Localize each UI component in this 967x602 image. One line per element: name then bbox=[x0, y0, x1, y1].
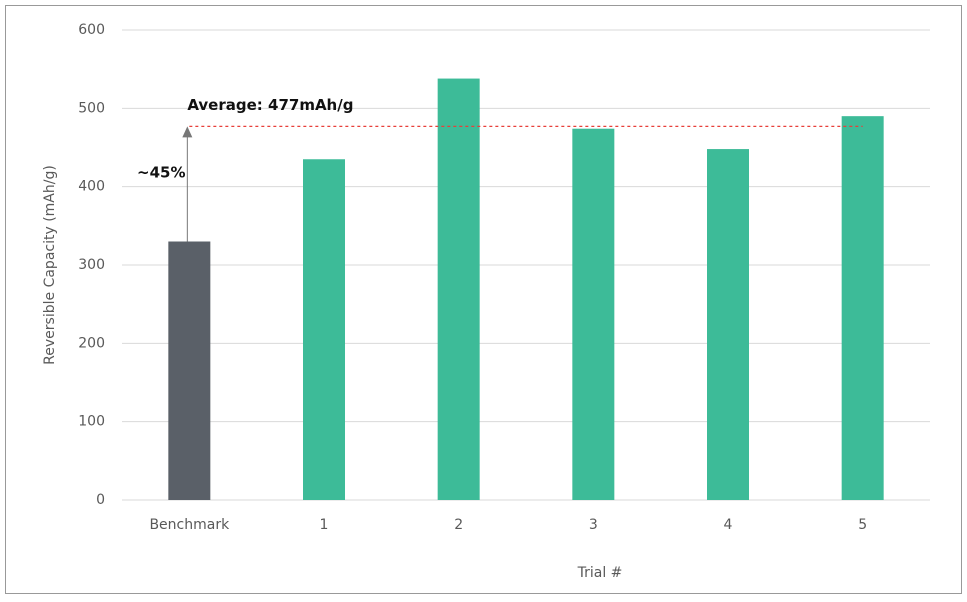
chart-frame bbox=[5, 5, 962, 594]
bar bbox=[437, 78, 480, 501]
bar bbox=[303, 159, 345, 500]
x-tick-label: 4 bbox=[724, 517, 733, 533]
x-tick-label: Benchmark bbox=[149, 517, 230, 533]
x-tick-label: 1 bbox=[320, 517, 329, 533]
x-tick-label: 5 bbox=[858, 517, 867, 533]
y-axis-title: Reversible Capacity (mAh/g) bbox=[42, 165, 58, 365]
increase-annotation: ~45% bbox=[137, 164, 185, 182]
y-tick-label: 200 bbox=[78, 335, 105, 351]
average-label: Average: 477mAh/g bbox=[187, 96, 353, 114]
y-tick-label: 400 bbox=[78, 179, 105, 195]
bar bbox=[572, 128, 615, 500]
bar bbox=[841, 116, 884, 501]
arrow-head bbox=[182, 126, 193, 138]
bar bbox=[707, 149, 749, 501]
bar bbox=[168, 241, 211, 500]
y-tick-label: 500 bbox=[78, 100, 105, 116]
y-tick-label: 0 bbox=[96, 492, 105, 508]
y-tick-label: 300 bbox=[78, 257, 105, 273]
x-axis-title: Trial # bbox=[577, 565, 623, 581]
x-tick-label: 2 bbox=[454, 517, 463, 533]
x-tick-label: 3 bbox=[589, 517, 598, 533]
y-tick-label: 100 bbox=[78, 414, 105, 430]
y-tick-label: 600 bbox=[78, 22, 105, 38]
